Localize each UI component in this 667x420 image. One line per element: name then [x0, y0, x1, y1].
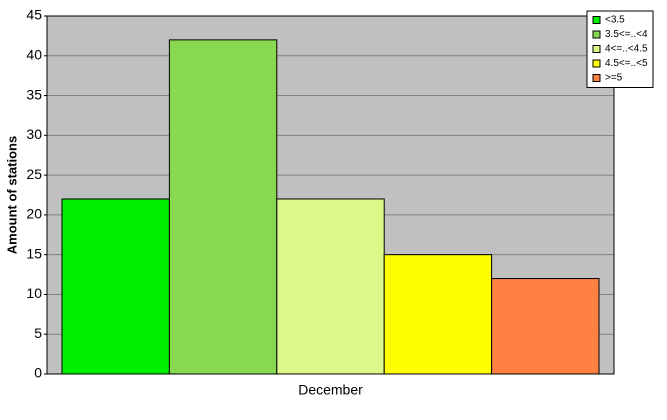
- y-tick-label: 40: [26, 46, 42, 62]
- legend-label: 3.5<=..<4: [605, 29, 648, 40]
- y-tick-label: 25: [26, 166, 42, 182]
- legend-label: >=5: [605, 73, 623, 84]
- x-tick-label: December: [298, 382, 363, 398]
- bar: [61, 198, 170, 375]
- legend-swatch: [592, 59, 601, 68]
- y-axis-label: Amount of stations: [4, 136, 19, 254]
- y-tick-label: 20: [26, 206, 42, 222]
- y-tick-label: 45: [26, 7, 42, 23]
- legend-swatch: [592, 30, 601, 39]
- bar: [383, 254, 493, 375]
- legend-label: <3.5: [605, 15, 625, 26]
- y-tick-label: 15: [26, 245, 42, 261]
- legend-swatch: [592, 74, 601, 82]
- y-tick-label: 5: [34, 325, 42, 341]
- y-tick-label: 0: [34, 365, 42, 381]
- bar: [491, 278, 600, 375]
- y-tick-label: 10: [26, 285, 42, 301]
- legend-label: 4.5<=..<5: [605, 58, 648, 69]
- legend-swatch: [592, 45, 601, 53]
- y-tick-label: 35: [26, 86, 42, 102]
- bar: [168, 39, 278, 375]
- bar: [276, 198, 385, 375]
- y-tick-label: 30: [26, 126, 42, 142]
- legend-swatch: [592, 16, 601, 24]
- legend-label: 4<=..<4.5: [605, 44, 648, 55]
